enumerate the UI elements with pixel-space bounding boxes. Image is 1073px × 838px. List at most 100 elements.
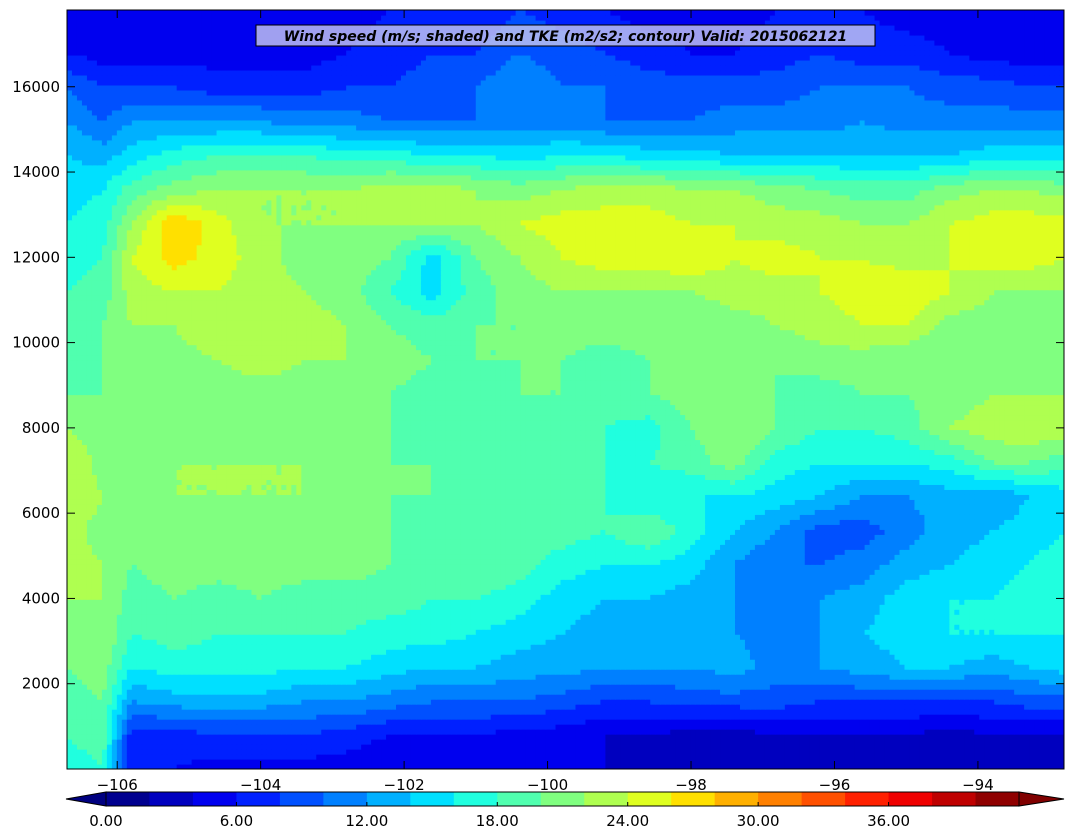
- heat-cell: [590, 659, 596, 665]
- heat-cell: [341, 749, 347, 755]
- heat-cell: [605, 664, 611, 670]
- heat-cell: [321, 644, 327, 650]
- heat-cell: [436, 754, 442, 760]
- heat-cell: [236, 679, 242, 685]
- heat-cell: [964, 704, 970, 710]
- heat-cell: [610, 654, 616, 660]
- heat-cell: [132, 654, 138, 660]
- heat-cell: [775, 674, 781, 680]
- heat-cell: [296, 654, 302, 660]
- heat-cell: [904, 689, 910, 695]
- heat-cell: [640, 699, 646, 705]
- heat-cell: [875, 759, 881, 765]
- heat-cell: [391, 694, 397, 700]
- heat-cell: [845, 654, 851, 660]
- heat-cell: [715, 659, 721, 665]
- heat-cell: [246, 699, 252, 705]
- heat-cell: [705, 659, 711, 665]
- heat-cell: [77, 684, 83, 690]
- heat-cell: [1009, 729, 1015, 735]
- heat-cell: [371, 694, 377, 700]
- heat-cell: [610, 709, 616, 715]
- heat-cell: [725, 729, 731, 735]
- heat-cell: [979, 689, 985, 695]
- heat-cell: [446, 739, 452, 745]
- heat-cell: [585, 704, 591, 710]
- heat-cell: [77, 664, 83, 670]
- heat-cell: [496, 724, 502, 730]
- heat-cell: [1009, 654, 1015, 660]
- heat-cell: [850, 724, 856, 730]
- heat-cell: [122, 709, 128, 715]
- heat-cell: [112, 684, 118, 690]
- heat-cell: [401, 689, 407, 695]
- heat-cell: [431, 744, 437, 750]
- heat-cell: [1029, 719, 1035, 725]
- heat-cell: [840, 654, 846, 660]
- heat-cell: [919, 714, 925, 720]
- heat-cell: [820, 734, 826, 740]
- heat-cell: [137, 749, 143, 755]
- heat-cell: [481, 714, 487, 720]
- heat-cell: [600, 689, 606, 695]
- heat-cell: [720, 729, 726, 735]
- heat-cell: [541, 669, 547, 675]
- heat-cell: [909, 664, 915, 670]
- heat-cell: [680, 709, 686, 715]
- heat-cell: [875, 724, 881, 730]
- heat-cell: [281, 649, 287, 655]
- heat-cell: [780, 709, 786, 715]
- heat-cell: [241, 754, 247, 760]
- heat-cell: [725, 719, 731, 725]
- heat-cell: [232, 699, 238, 705]
- heat-cell: [456, 644, 462, 650]
- heat-cell: [705, 694, 711, 700]
- heat-cell: [880, 664, 886, 670]
- heat-cell: [501, 714, 507, 720]
- heat-cell: [306, 669, 312, 675]
- heat-cell: [635, 759, 641, 765]
- heat-cell: [202, 739, 208, 745]
- heat-cell: [895, 699, 901, 705]
- heat-cell: [635, 654, 641, 660]
- heat-cell: [865, 759, 871, 765]
- heat-cell: [640, 684, 646, 690]
- heat-cell: [406, 649, 412, 655]
- heat-cell: [531, 749, 537, 755]
- heat-cell: [580, 709, 586, 715]
- heat-cell: [551, 649, 557, 655]
- heat-cell: [546, 654, 552, 660]
- heat-cell: [476, 644, 482, 650]
- heat-cell: [730, 754, 736, 760]
- heat-cell: [561, 654, 567, 660]
- heat-cell: [570, 644, 576, 650]
- heat-cell: [351, 734, 357, 740]
- heat-cell: [271, 649, 277, 655]
- heat-cell: [197, 734, 203, 740]
- heat-cell: [660, 659, 666, 665]
- heat-cell: [326, 739, 332, 745]
- heat-cell: [944, 724, 950, 730]
- heat-cell: [227, 669, 233, 675]
- heat-cell: [421, 679, 427, 685]
- heat-cell: [825, 704, 831, 710]
- heat-cell: [241, 749, 247, 755]
- heat-cell: [92, 739, 98, 745]
- heat-cell: [501, 644, 507, 650]
- heat-cell: [341, 644, 347, 650]
- heat-cell: [570, 714, 576, 720]
- heat-cell: [506, 664, 512, 670]
- heat-cell: [885, 654, 891, 660]
- heat-cell: [1039, 714, 1045, 720]
- heat-cell: [805, 674, 811, 680]
- heat-cell: [725, 749, 731, 755]
- heat-cell: [496, 649, 502, 655]
- heat-cell: [261, 699, 267, 705]
- heat-cell: [620, 744, 626, 750]
- heat-cell: [351, 744, 357, 750]
- heat-cell: [700, 704, 706, 710]
- heat-cell: [496, 664, 502, 670]
- heat-cell: [1049, 734, 1055, 740]
- heat-cell: [521, 729, 527, 735]
- heat-cell: [187, 649, 193, 655]
